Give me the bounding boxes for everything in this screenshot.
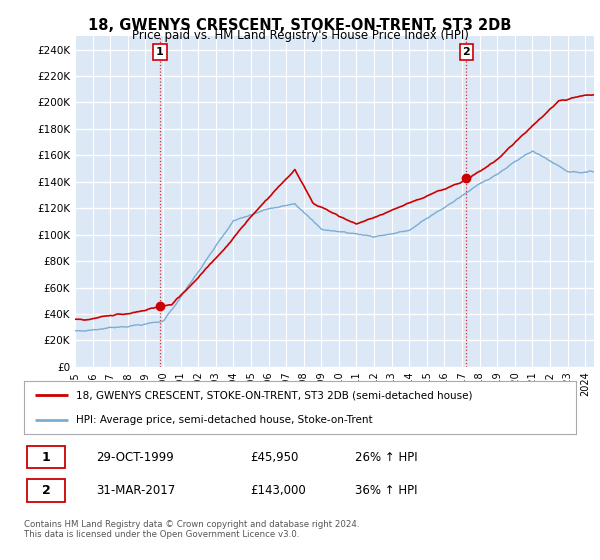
Text: HPI: Average price, semi-detached house, Stoke-on-Trent: HPI: Average price, semi-detached house,… <box>76 414 373 424</box>
Text: 26% ↑ HPI: 26% ↑ HPI <box>355 451 418 464</box>
Text: 2: 2 <box>463 47 470 57</box>
Text: 36% ↑ HPI: 36% ↑ HPI <box>355 484 418 497</box>
Text: Price paid vs. HM Land Registry's House Price Index (HPI): Price paid vs. HM Land Registry's House … <box>131 29 469 42</box>
Text: 1: 1 <box>42 451 50 464</box>
Text: £143,000: £143,000 <box>250 484 306 497</box>
FancyBboxPatch shape <box>27 479 65 502</box>
Text: 18, GWENYS CRESCENT, STOKE-ON-TRENT, ST3 2DB: 18, GWENYS CRESCENT, STOKE-ON-TRENT, ST3… <box>88 18 512 33</box>
Text: 18, GWENYS CRESCENT, STOKE-ON-TRENT, ST3 2DB (semi-detached house): 18, GWENYS CRESCENT, STOKE-ON-TRENT, ST3… <box>76 390 473 400</box>
Text: £45,950: £45,950 <box>250 451 299 464</box>
Text: 2: 2 <box>42 484 50 497</box>
Text: 1: 1 <box>156 47 164 57</box>
FancyBboxPatch shape <box>27 446 65 468</box>
Text: 29-OCT-1999: 29-OCT-1999 <box>96 451 173 464</box>
Text: 31-MAR-2017: 31-MAR-2017 <box>96 484 175 497</box>
Text: Contains HM Land Registry data © Crown copyright and database right 2024.
This d: Contains HM Land Registry data © Crown c… <box>24 520 359 539</box>
